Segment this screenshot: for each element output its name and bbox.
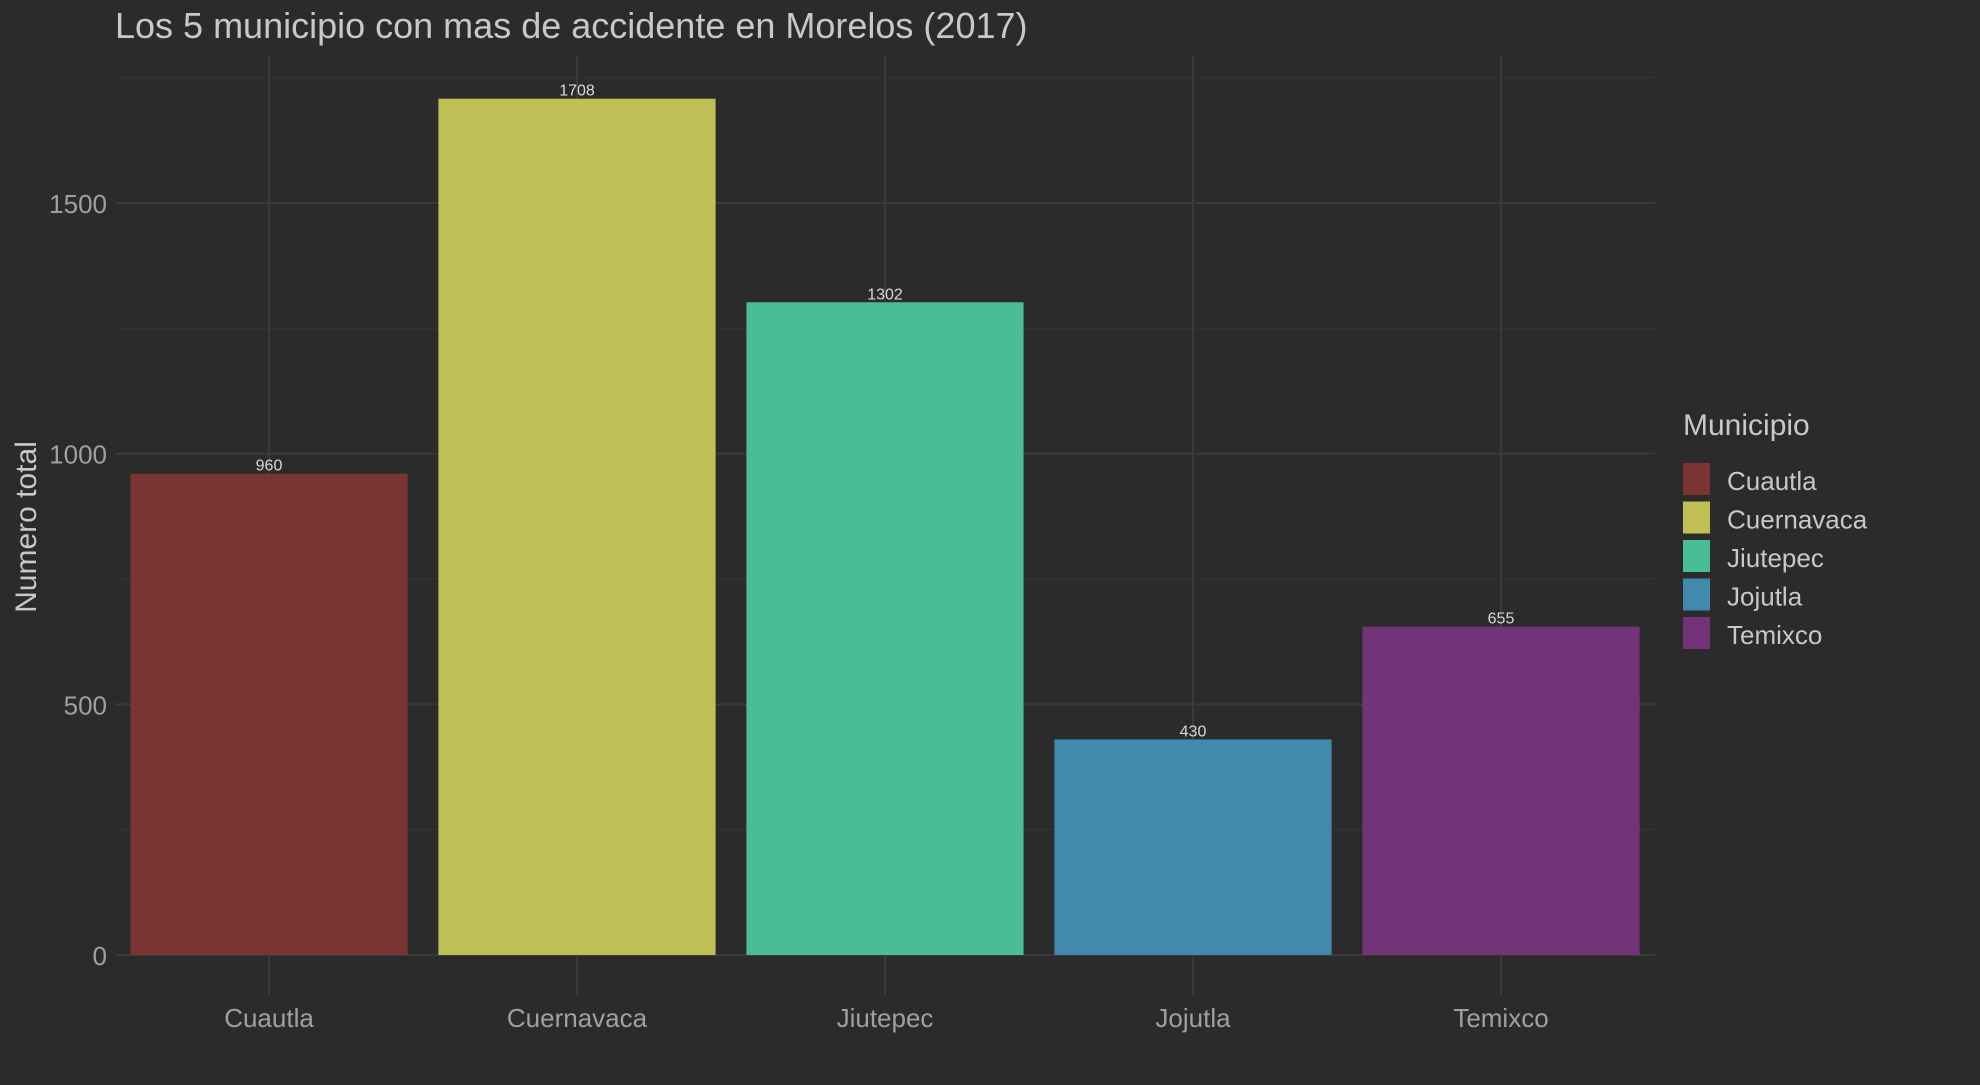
legend-title: Municipio xyxy=(1683,409,1810,442)
y-axis-title: Numero total xyxy=(10,441,43,613)
legend-swatch xyxy=(1683,501,1710,534)
data-label: 430 xyxy=(1180,723,1207,740)
legend: Municipio Cuautla Cuernavaca Jiutepec Jojut… xyxy=(1683,409,1868,650)
legend-label: Temixco xyxy=(1727,620,1822,650)
bar-jojutla xyxy=(1054,739,1332,955)
data-label: 1302 xyxy=(867,286,903,303)
bar-cuernavaca xyxy=(438,98,716,956)
y-axis: 0 500 1000 1500 xyxy=(49,189,107,971)
data-label: 960 xyxy=(256,458,283,475)
legend-swatch xyxy=(1683,540,1710,572)
x-tick-label: Jojutla xyxy=(1155,1003,1231,1033)
data-label: 655 xyxy=(1488,611,1515,628)
chart-title: Los 5 municipio con mas de accidente en … xyxy=(115,5,1028,46)
x-tick-label: Jiutepec xyxy=(837,1003,934,1033)
bar-jiutepec xyxy=(746,302,1024,955)
y-tick-label: 1500 xyxy=(49,189,107,219)
bar-temixco xyxy=(1362,626,1640,955)
bar-cuautla xyxy=(130,473,408,955)
data-labels-layer: 960 1708 1302 430 655 xyxy=(256,83,1515,741)
bars-layer xyxy=(130,98,1640,956)
y-tick-label: 1000 xyxy=(49,440,107,470)
legend-swatch xyxy=(1683,578,1710,611)
y-tick-label: 500 xyxy=(64,690,107,720)
y-tick-label: 0 xyxy=(93,941,107,971)
legend-swatch xyxy=(1683,617,1710,649)
x-axis: Cuautla Cuernavaca Jiutepec Jojutla Temixco xyxy=(224,1003,1548,1033)
x-tick-label: Cuautla xyxy=(224,1003,314,1033)
data-label: 1708 xyxy=(559,83,595,100)
legend-label: Cuautla xyxy=(1727,466,1817,496)
legend-label: Cuernavaca xyxy=(1727,505,1868,535)
legend-label: Jojutla xyxy=(1727,582,1803,612)
x-tick-label: Cuernavaca xyxy=(507,1003,648,1033)
legend-items: Cuautla Cuernavaca Jiutepec Jojutla Temixco xyxy=(1683,463,1868,650)
legend-label: Jiutepec xyxy=(1727,543,1824,573)
x-tick-label: Temixco xyxy=(1453,1003,1548,1033)
legend-swatch xyxy=(1683,463,1710,495)
